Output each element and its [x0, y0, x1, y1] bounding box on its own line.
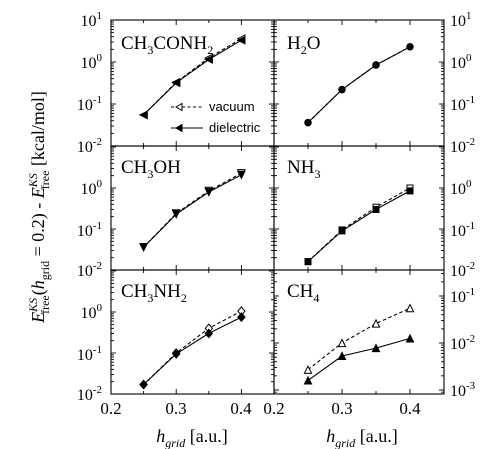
series-line	[143, 38, 242, 116]
data-point	[138, 110, 148, 120]
y-tick-right: 10-3	[450, 380, 476, 400]
data-point	[171, 348, 181, 359]
panel-frames	[110, 19, 445, 395]
y-tick-right: 100	[450, 178, 472, 198]
panel-label-h2o: H2O	[287, 33, 320, 57]
data-point	[236, 170, 246, 180]
y-tick-left: 10-1	[77, 344, 102, 364]
y-axis-label: EKSfree(hgrid = 0.2) - EKSfree [kcal/mol…	[26, 91, 52, 324]
data-point	[139, 243, 149, 252]
legend: vacuum dielectric	[171, 99, 261, 135]
panel-label-nh3: NH3	[287, 157, 320, 181]
panel-label-ch4: CH4	[287, 281, 319, 305]
series-line	[143, 316, 242, 386]
y-tick-right: 10-2	[450, 136, 475, 156]
y-tick-right: 10-2	[450, 260, 475, 280]
x-axis-label-right: hgrid [a.u.]	[326, 426, 398, 449]
series-line	[143, 174, 242, 248]
series-layer	[138, 34, 415, 390]
y-tick-left: 10-2	[77, 384, 102, 404]
y-tick-right: 10-1	[450, 220, 475, 240]
panel-label-ch3nh2: CH3NH2	[121, 281, 187, 305]
y-tick-labels-right: 101 100 10-1 10-2 100 10-1 10-2 10-1 10-…	[450, 10, 476, 400]
series-line	[143, 172, 242, 248]
panel-label-ch3oh: CH3OH	[121, 157, 181, 181]
data-point	[406, 43, 414, 51]
data-point	[371, 318, 381, 328]
y-tick-right: 101	[450, 10, 472, 30]
series-p3-s0	[304, 184, 414, 266]
data-point	[171, 210, 181, 219]
y-tick-right: 10-1	[450, 94, 475, 114]
data-point	[371, 343, 381, 353]
data-point	[236, 35, 246, 45]
x-tick-label: 0.3	[165, 399, 186, 418]
y-tick-left: 10-2	[77, 260, 102, 280]
data-point	[303, 375, 313, 385]
y-tick-left: 100	[81, 302, 103, 322]
series-line	[307, 46, 411, 123]
panel-label-ch3conh2: CH3CONH2	[121, 33, 213, 57]
x-tick-label: 0.4	[399, 399, 421, 418]
legend-label-dielectric: dielectric	[209, 120, 261, 135]
series-line	[307, 46, 411, 123]
series-p5-s1	[303, 333, 415, 385]
data-point	[338, 85, 346, 94]
series-line	[307, 187, 411, 263]
series-p2-s1	[139, 170, 246, 252]
y-tick-left: 10-2	[77, 136, 102, 156]
y-tick-left: 101	[81, 10, 103, 30]
data-point	[204, 328, 214, 339]
x-tick-label: 0.4	[230, 399, 252, 418]
data-point	[303, 365, 313, 374]
data-point	[337, 338, 347, 348]
data-point	[372, 205, 380, 213]
series-line	[307, 190, 411, 263]
data-point	[405, 303, 415, 313]
series-line	[143, 39, 242, 116]
series-line	[307, 337, 411, 381]
data-point	[139, 379, 148, 390]
series-p1-s1	[304, 43, 414, 127]
y-tick-left: 100	[81, 178, 103, 198]
tick-marks	[110, 19, 445, 395]
x-tick-label: 0.2	[100, 399, 121, 418]
series-p1-s0	[304, 43, 414, 127]
series-p4-s0	[139, 306, 246, 390]
x-tick-label: 0.3	[331, 399, 352, 418]
data-point	[204, 55, 213, 64]
data-point	[406, 187, 414, 195]
data-point	[237, 312, 246, 323]
series-p3-s1	[304, 187, 414, 266]
data-point	[304, 118, 312, 127]
series-line	[307, 307, 411, 371]
frame-ch4	[273, 269, 445, 395]
y-tick-left: 10-1	[77, 94, 102, 114]
data-point	[405, 333, 415, 343]
y-tick-right: 100	[450, 52, 472, 72]
x-tick-labels: 0.2 0.3 0.4 0.2 0.3 0.4	[100, 399, 421, 418]
series-p5-s0	[303, 303, 415, 374]
series-p4-s1	[139, 312, 246, 390]
y-tick-labels-left: 101 100 10-1 10-2 100 10-1 10-2 100 10-1…	[77, 10, 103, 404]
legend-marker-dielectric	[175, 123, 183, 133]
data-point	[204, 187, 214, 197]
data-point	[338, 227, 346, 235]
series-line	[143, 310, 242, 385]
data-point	[304, 258, 312, 266]
legend-label-vacuum: vacuum	[209, 99, 255, 114]
data-point	[171, 78, 181, 88]
series-dielectric	[138, 35, 246, 120]
y-tick-right: 10-2	[450, 333, 475, 353]
data-point	[337, 351, 347, 361]
legend-marker-vacuum	[175, 102, 183, 112]
y-tick-left: 100	[81, 52, 103, 72]
y-tick-right: 10-1	[450, 286, 475, 306]
x-tick-label: 0.2	[263, 399, 284, 418]
x-axis-label-left: hgrid [a.u.]	[156, 426, 228, 449]
y-tick-left: 10-1	[77, 220, 102, 240]
data-point	[372, 61, 380, 69]
